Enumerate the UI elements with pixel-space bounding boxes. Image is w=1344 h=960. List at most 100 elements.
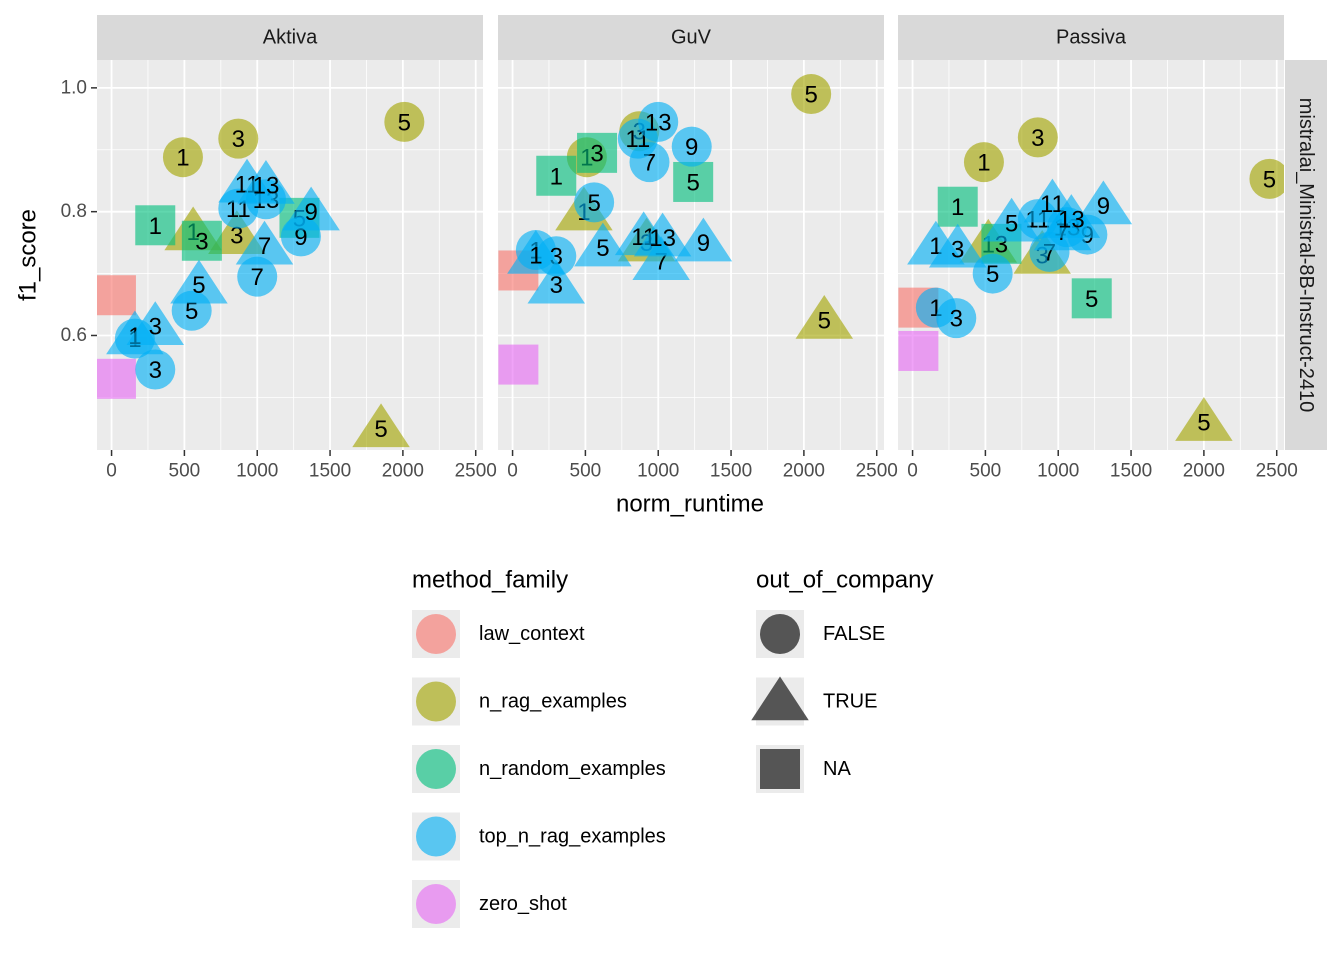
x-tick-label: 2000: [382, 461, 424, 482]
point-label: 1: [550, 163, 563, 190]
legend-item-label: FALSE: [823, 623, 885, 645]
point-marker: [574, 222, 632, 267]
facet-strip-label: Passiva: [1056, 27, 1127, 49]
point-marker: [1249, 158, 1284, 199]
point-label: 3: [149, 357, 162, 384]
facet-strip-label: GuV: [671, 27, 712, 49]
legend-item-label: TRUE: [823, 691, 877, 713]
point-label: 3: [590, 140, 603, 167]
point-marker: [671, 126, 712, 167]
out-of-company-legend: out_of_company FALSE TRUE NA: [751, 567, 933, 793]
legend-key-marker: [416, 681, 456, 722]
point-label: 5: [1005, 210, 1018, 237]
point-marker: [218, 118, 259, 159]
point-label: 3: [951, 236, 964, 263]
legend-key-marker: [416, 816, 456, 857]
method-family-legend-title: method_family: [412, 567, 568, 594]
x-tick-label: 1000: [637, 461, 679, 482]
point-marker: [536, 155, 577, 196]
point-marker: [674, 217, 733, 262]
point-marker: [1175, 397, 1233, 441]
point-label: 13: [645, 109, 672, 136]
facet-panel-aktiva: Aktiva0500100015002000250013513513513579…: [97, 15, 497, 482]
y-tick-label: 1.0: [61, 77, 87, 98]
facet-strip: [97, 15, 483, 60]
point-marker: [1074, 180, 1133, 225]
panel-background: [97, 60, 483, 450]
point-marker: [638, 101, 679, 142]
point-marker: [791, 74, 832, 115]
point-label: 7: [251, 264, 264, 291]
legend-item-label: zero_shot: [479, 893, 567, 915]
point-label: 9: [1097, 193, 1110, 220]
point-label: 5: [1197, 410, 1210, 437]
point-label: 1: [529, 243, 542, 270]
facet-row-strip: mistralai_Ministral-8B-Instruct-2410: [1285, 60, 1327, 450]
x-tick-label: 1500: [710, 461, 752, 482]
x-tick-label: 2500: [1256, 461, 1298, 482]
legend-key-marker: [760, 614, 800, 654]
legend-key-marker: [751, 676, 809, 721]
y-tick-label: 0.6: [61, 325, 87, 346]
point-marker: [937, 186, 978, 227]
point-label: 5: [398, 109, 411, 136]
x-tick-label: 500: [570, 461, 602, 482]
point-label: 3: [195, 228, 208, 255]
point-marker: [795, 295, 854, 339]
x-tick-label: 2000: [783, 461, 825, 482]
point-marker: [162, 137, 203, 178]
x-tick-label: 1000: [236, 461, 278, 482]
legend-key-marker: [760, 749, 800, 789]
point-label: 5: [1263, 166, 1276, 193]
point-marker: [170, 259, 228, 304]
point-label: 5: [192, 272, 205, 299]
point-label: 9: [685, 134, 698, 161]
point-label: 5: [596, 235, 609, 262]
point-marker: [633, 212, 692, 257]
point-marker: [928, 223, 987, 268]
point-marker: [97, 358, 136, 399]
point-marker: [126, 301, 185, 345]
facet-strip: [898, 15, 1284, 60]
point-label: 9: [294, 224, 307, 251]
point-marker: [237, 160, 295, 204]
facet-panels: Aktiva0500100015002000250013513513513579…: [97, 15, 1298, 482]
legend-item-label: law_context: [479, 623, 585, 645]
point-label: 3: [550, 272, 563, 299]
x-tick-label: 2000: [1183, 461, 1225, 482]
point-marker: [936, 298, 977, 339]
points-layer: 135135135135791113135791113: [97, 101, 425, 448]
point-marker: [963, 142, 1004, 183]
x-tick-label: 500: [970, 461, 1002, 482]
point-marker: [574, 182, 615, 223]
point-label: 3: [230, 223, 243, 250]
point-marker: [181, 220, 222, 261]
point-label: 5: [587, 190, 600, 217]
legend-key-marker: [416, 749, 456, 789]
x-tick-label: 500: [169, 461, 201, 482]
point-marker: [135, 349, 176, 390]
point-label: 1: [951, 194, 964, 221]
x-tick-label: 1500: [1110, 461, 1152, 482]
point-marker: [1017, 117, 1058, 158]
x-tick-label: 1500: [309, 461, 351, 482]
x-tick-label: 0: [907, 461, 918, 482]
point-label: 5: [185, 298, 198, 325]
x-axis-title: norm_runtime: [616, 491, 764, 518]
x-tick-label: 2500: [455, 461, 497, 482]
point-marker: [1042, 194, 1101, 238]
point-label: 3: [149, 314, 162, 341]
x-tick-label: 2500: [856, 461, 898, 482]
point-label: 5: [1085, 286, 1098, 313]
point-marker: [982, 197, 1041, 242]
facet-panel-passiva: Passiva050010001500200025001351351351357…: [898, 15, 1298, 482]
point-marker: [527, 259, 586, 304]
legend-item-label: n_rag_examples: [479, 691, 627, 713]
point-marker: [237, 256, 278, 297]
point-label: 9: [697, 230, 710, 257]
point-label: 5: [818, 308, 831, 335]
legend-key-marker: [416, 884, 456, 924]
point-marker: [135, 205, 176, 246]
x-tick-label: 0: [507, 461, 518, 482]
